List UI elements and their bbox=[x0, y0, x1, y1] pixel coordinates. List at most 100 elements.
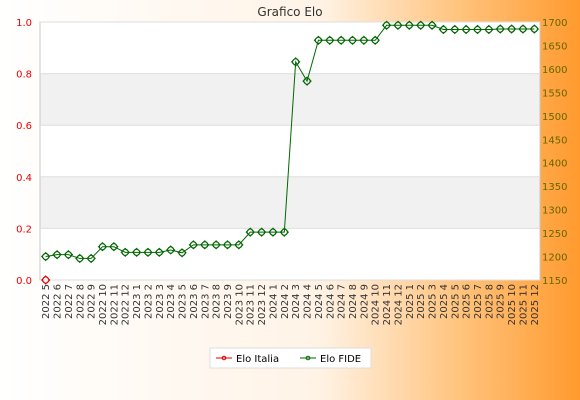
data-point-ring-elo-fide bbox=[394, 21, 402, 29]
series-elo-fide bbox=[40, 20, 540, 264]
plot-band bbox=[40, 22, 540, 74]
x-tick-label: 2022 5 bbox=[41, 284, 52, 319]
data-point-ring-elo-fide bbox=[110, 243, 118, 251]
data-point-ring-elo-fide bbox=[280, 228, 288, 236]
x-tick-label: 2025 7 bbox=[473, 284, 484, 319]
data-point-ring-elo-fide bbox=[246, 228, 254, 236]
x-tick-label: 2025 1 bbox=[405, 284, 416, 319]
y-left-tick-label: 0.2 bbox=[16, 224, 32, 235]
y-right-tick-label: 1600 bbox=[542, 65, 567, 76]
x-tick-label: 2022 11 bbox=[109, 284, 120, 325]
data-point-ring-elo-fide bbox=[405, 21, 413, 29]
data-point-ring-elo-fide bbox=[496, 25, 504, 33]
legend-item-elo-fide: Elo FIDE bbox=[300, 354, 361, 365]
data-point-ring-elo-fide bbox=[257, 228, 266, 236]
x-tick-label: 2023 3 bbox=[155, 284, 166, 319]
data-point-ring-elo-fide bbox=[212, 241, 220, 249]
y-left-tick-label: 1.0 bbox=[16, 18, 32, 29]
x-tick-label: 2023 9 bbox=[223, 284, 234, 319]
y-left-tick-label: 0.6 bbox=[16, 121, 32, 132]
y-right-tick-label: 1400 bbox=[542, 159, 567, 170]
x-tick-label: 2025 11 bbox=[518, 284, 529, 325]
x-tick-label: 2024 7 bbox=[337, 284, 348, 319]
data-point-ring-elo-fide bbox=[269, 228, 277, 236]
y-right-tick-label: 1700 bbox=[542, 18, 567, 29]
y-left-tick-label: 0.4 bbox=[16, 173, 32, 184]
data-point-ring-elo-fide bbox=[439, 25, 448, 34]
data-point-ring-elo-fide bbox=[348, 36, 357, 44]
data-point-ring-elo-fide bbox=[507, 25, 516, 33]
y-right-tick-label: 1350 bbox=[542, 182, 567, 193]
data-point-ring-elo-fide bbox=[76, 254, 84, 263]
x-tick-label: 2024 3 bbox=[291, 284, 302, 319]
legend-label-elo-italia: Elo Italia bbox=[236, 354, 279, 365]
x-tick-label: 2022 6 bbox=[53, 284, 64, 319]
data-point-ring-elo-italia bbox=[42, 276, 50, 284]
legend-marker-elo-italia bbox=[221, 355, 227, 361]
x-tick-label: 2022 7 bbox=[64, 284, 75, 319]
data-point-ring-elo-fide bbox=[428, 21, 436, 29]
data-point-ring-elo-fide bbox=[155, 248, 163, 256]
x-tick-label: 2025 3 bbox=[428, 284, 439, 319]
x-tick-label: 2022 8 bbox=[75, 284, 86, 319]
x-tick-label: 2023 7 bbox=[200, 284, 211, 319]
data-point-ring-elo-fide bbox=[223, 241, 232, 249]
data-point-ring-elo-fide bbox=[303, 77, 311, 85]
y-right-tick-label: 1300 bbox=[542, 206, 567, 217]
x-tick-label: 2025 12 bbox=[530, 284, 541, 325]
data-point-ring-elo-fide bbox=[167, 246, 175, 254]
data-point-ring-elo-fide bbox=[326, 36, 334, 44]
data-point-ring-elo-fide bbox=[42, 252, 50, 261]
data-point-ring-elo-fide bbox=[201, 241, 209, 249]
x-tick-label: 2023 5 bbox=[178, 284, 189, 319]
data-point-ring-elo-fide bbox=[382, 21, 391, 29]
x-tick-label: 2023 2 bbox=[143, 284, 154, 319]
x-tick-label: 2023 6 bbox=[189, 284, 200, 319]
data-point-ring-elo-fide bbox=[485, 25, 493, 34]
x-tick-label: 2023 1 bbox=[132, 284, 143, 319]
plot-band bbox=[40, 228, 540, 280]
data-point-ring-elo-fide bbox=[98, 243, 107, 251]
y-right-tick-label: 1500 bbox=[542, 112, 567, 123]
series-line-elo-fide bbox=[45, 24, 535, 259]
x-tick-label: 2023 8 bbox=[212, 284, 223, 319]
x-tick-label: 2024 1 bbox=[268, 284, 279, 319]
data-point-ring-elo-fide bbox=[121, 248, 129, 256]
data-point-ring-elo-fide bbox=[371, 36, 379, 44]
data-point-ring-elo-fide bbox=[462, 25, 470, 34]
data-point-ring-elo-fide bbox=[417, 21, 425, 29]
x-tick-label: 2025 8 bbox=[484, 284, 495, 319]
legend-label-elo-fide: Elo FIDE bbox=[320, 354, 361, 365]
data-point-ring-elo-fide bbox=[337, 36, 345, 44]
data-point-ring-elo-fide bbox=[235, 241, 243, 249]
data-point-ring-elo-fide bbox=[451, 25, 459, 34]
legend-marker-elo-fide bbox=[305, 355, 311, 361]
series-elo-italia bbox=[40, 275, 51, 285]
data-point-ring-elo-fide bbox=[530, 25, 538, 33]
x-tick-label: 2025 9 bbox=[496, 284, 507, 319]
x-tick-label: 2025 6 bbox=[462, 284, 473, 319]
plot-band bbox=[40, 176, 540, 229]
y-right-tick-label: 1200 bbox=[542, 253, 567, 264]
y-left-tick-label: 0.8 bbox=[16, 70, 32, 81]
data-point-ring-elo-fide bbox=[64, 251, 73, 259]
data-point-ring-elo-fide bbox=[87, 254, 95, 263]
x-tick-label: 2025 2 bbox=[416, 284, 427, 319]
x-tick-label: 2025 5 bbox=[450, 284, 461, 319]
data-point-ring-elo-fide bbox=[178, 249, 186, 257]
x-tick-label: 2022 9 bbox=[87, 284, 98, 319]
x-tick-label: 2023 11 bbox=[246, 284, 257, 325]
x-tick-label: 2025 10 bbox=[507, 284, 518, 325]
x-tick-label: 2024 4 bbox=[303, 284, 314, 319]
y-right-tick-label: 1550 bbox=[542, 88, 567, 99]
x-tick-label: 2024 10 bbox=[371, 284, 382, 325]
data-point-ring-elo-fide bbox=[132, 248, 141, 256]
x-tick-label: 2025 4 bbox=[439, 284, 450, 319]
x-tick-label: 2024 5 bbox=[314, 284, 325, 319]
y-left-tick-label: 0.0 bbox=[16, 276, 32, 287]
data-point-ring-elo-fide bbox=[360, 36, 368, 44]
x-tick-label: 2024 2 bbox=[280, 284, 291, 319]
data-point-ring-elo-fide bbox=[292, 58, 300, 66]
